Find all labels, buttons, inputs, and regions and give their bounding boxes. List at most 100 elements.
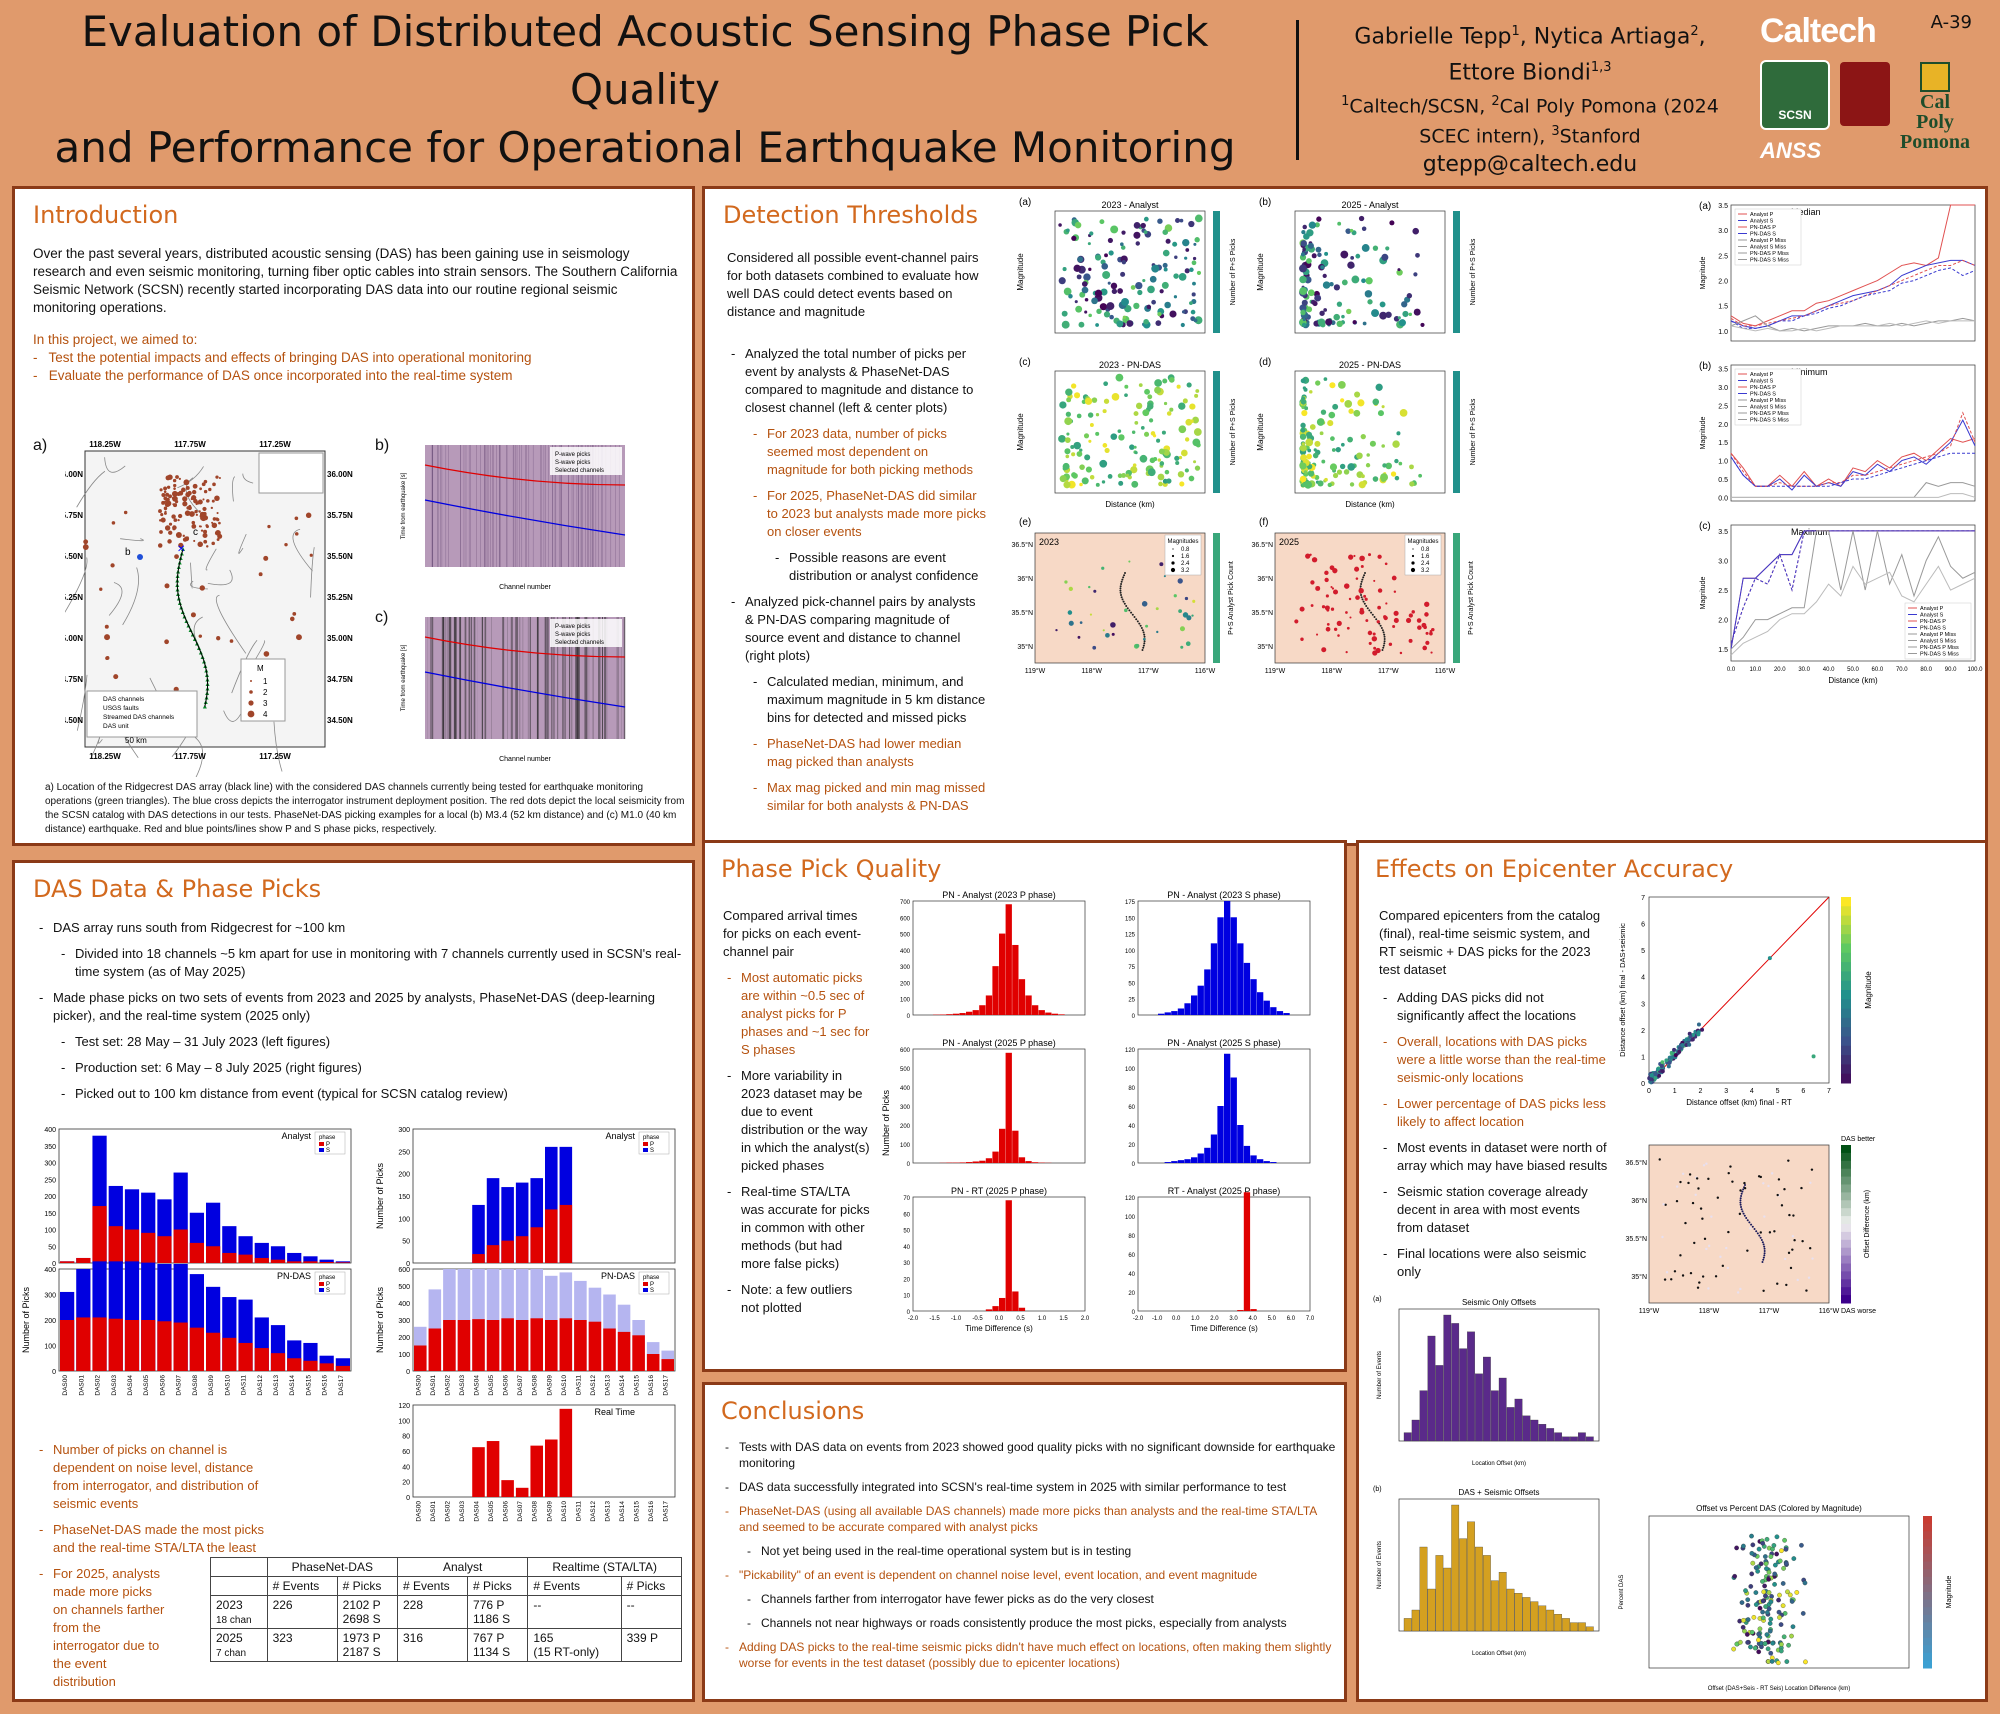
bar-p — [189, 1327, 204, 1371]
fault-line — [215, 594, 247, 654]
mag-legend-label: 1 — [263, 677, 268, 686]
scatter-point — [1101, 480, 1106, 484]
colorbar-segment — [1841, 924, 1851, 935]
das-channel — [1364, 572, 1366, 574]
das-bullet-2a: Test set: 28 May – 31 July 2023 (left fi… — [57, 1033, 685, 1051]
scatter-point — [1162, 378, 1168, 384]
x-tick-label: DAS16 — [648, 1501, 655, 1522]
scatter-point — [1188, 220, 1195, 228]
x-tick-label: 4.0 — [1248, 1316, 1257, 1322]
colorbar — [1453, 533, 1460, 663]
bar-p — [124, 1320, 140, 1371]
lon-label: 117°W — [1138, 667, 1159, 675]
scatter-point — [1760, 1615, 1766, 1621]
y-tick-label: 1.0 — [1718, 329, 1728, 336]
scatter-point — [1184, 256, 1188, 260]
event-point — [1315, 585, 1321, 591]
y-axis-label: Magnitude — [1700, 417, 1707, 450]
event-point — [1393, 617, 1399, 623]
scatter-point — [1309, 390, 1313, 394]
hist-bar — [1546, 1609, 1555, 1632]
map-title: 2025 — [1279, 537, 1299, 547]
scatter-point — [1300, 378, 1306, 384]
event-point — [1791, 1248, 1794, 1251]
event-point — [1384, 562, 1388, 566]
earthquake-dot — [175, 532, 182, 538]
y-tick-label: 7 — [1641, 895, 1645, 902]
das-channel — [1122, 576, 1125, 579]
hist-bar — [1210, 1134, 1218, 1163]
map-legend-item: Streamed DAS channels — [103, 714, 175, 721]
y-tick-label: 0 — [406, 1495, 410, 1502]
scatter-point — [1317, 252, 1322, 258]
earthquake-dot — [305, 512, 312, 518]
y-tick-label: 0 — [1132, 1014, 1136, 1020]
bar-p — [206, 1332, 221, 1371]
das-channel — [1359, 585, 1362, 588]
y-tick-label: 0 — [406, 1369, 410, 1376]
series-line — [1730, 452, 1975, 487]
scatter-point — [1319, 310, 1325, 316]
earthquake-dot — [200, 517, 203, 520]
event-point — [1681, 1274, 1685, 1277]
scatter-point — [1357, 399, 1365, 407]
legend-p-swatch — [643, 1282, 648, 1286]
y-tick-label: 100 — [1125, 1215, 1136, 1221]
earthquake-dot — [185, 485, 190, 490]
scatter-point — [1089, 231, 1094, 236]
scatter-point — [1076, 274, 1082, 280]
earthquake-dot — [218, 521, 221, 525]
scatter-point — [1158, 481, 1163, 487]
y-tick-label: 300 — [44, 1161, 56, 1168]
scatter-point — [1385, 311, 1392, 318]
x-tick-label: DAS06 — [503, 1375, 510, 1396]
x-tick-label: 5 — [1776, 1088, 1780, 1095]
y-tick-label: 0 — [52, 1369, 56, 1376]
event-point — [1793, 1239, 1796, 1242]
caltech-logo: Caltech — [1760, 12, 1877, 50]
event-point — [1416, 618, 1422, 623]
earthquake-dot — [211, 522, 218, 529]
series-line — [1730, 259, 1976, 329]
y-tick-label: 2.0 — [1718, 618, 1728, 625]
scatter-point — [1336, 320, 1343, 328]
colorbar-segment — [1923, 1584, 1932, 1593]
scatter-point — [1143, 318, 1149, 325]
hist-bar — [1554, 1614, 1562, 1632]
scatter-point — [1309, 424, 1316, 430]
colorbar-segment — [1841, 934, 1851, 944]
colorbar-segment — [1841, 1152, 1851, 1162]
earthquake-dot — [164, 583, 170, 589]
colorbar-segment — [1841, 1295, 1851, 1304]
event-point — [1801, 1239, 1804, 1243]
y-tick-label: 3 — [1641, 1001, 1645, 1008]
colorbar-label: P+S Analyst Pick Count — [1228, 561, 1235, 635]
event-point — [1375, 647, 1381, 654]
hist-bar — [1427, 1335, 1436, 1442]
y-tick-label: 100 — [398, 1418, 410, 1425]
das-channel — [1136, 620, 1139, 623]
x-axis-label: Time Difference (s) — [1190, 1324, 1258, 1333]
x-tick-label: DAS05 — [488, 1501, 495, 1522]
y-tick-label: 120 — [398, 1403, 410, 1410]
event-point — [1358, 588, 1364, 594]
scatter-point — [1766, 1576, 1771, 1582]
hist-bar — [946, 1014, 953, 1015]
scatter-point — [1360, 433, 1366, 440]
earthquake-dot — [191, 489, 197, 495]
header-divider — [1296, 20, 1299, 160]
scatter-point — [1329, 382, 1336, 389]
das-channel — [1382, 646, 1385, 649]
event-point — [1124, 608, 1128, 613]
das-channel — [1139, 624, 1142, 627]
scatter-point — [1074, 392, 1081, 399]
wave-legend-item: S-wave picks — [555, 632, 590, 638]
event-point — [1321, 647, 1327, 653]
scatter-point — [1364, 290, 1373, 298]
lon-label: 116°W — [1435, 667, 1456, 675]
x-tick-label: -0.5 — [972, 1316, 983, 1322]
scatter-point — [1186, 382, 1192, 388]
legend-s-swatch — [643, 1288, 648, 1292]
lat-label: 36°N — [1631, 1197, 1647, 1205]
scatter-point — [1149, 275, 1157, 283]
